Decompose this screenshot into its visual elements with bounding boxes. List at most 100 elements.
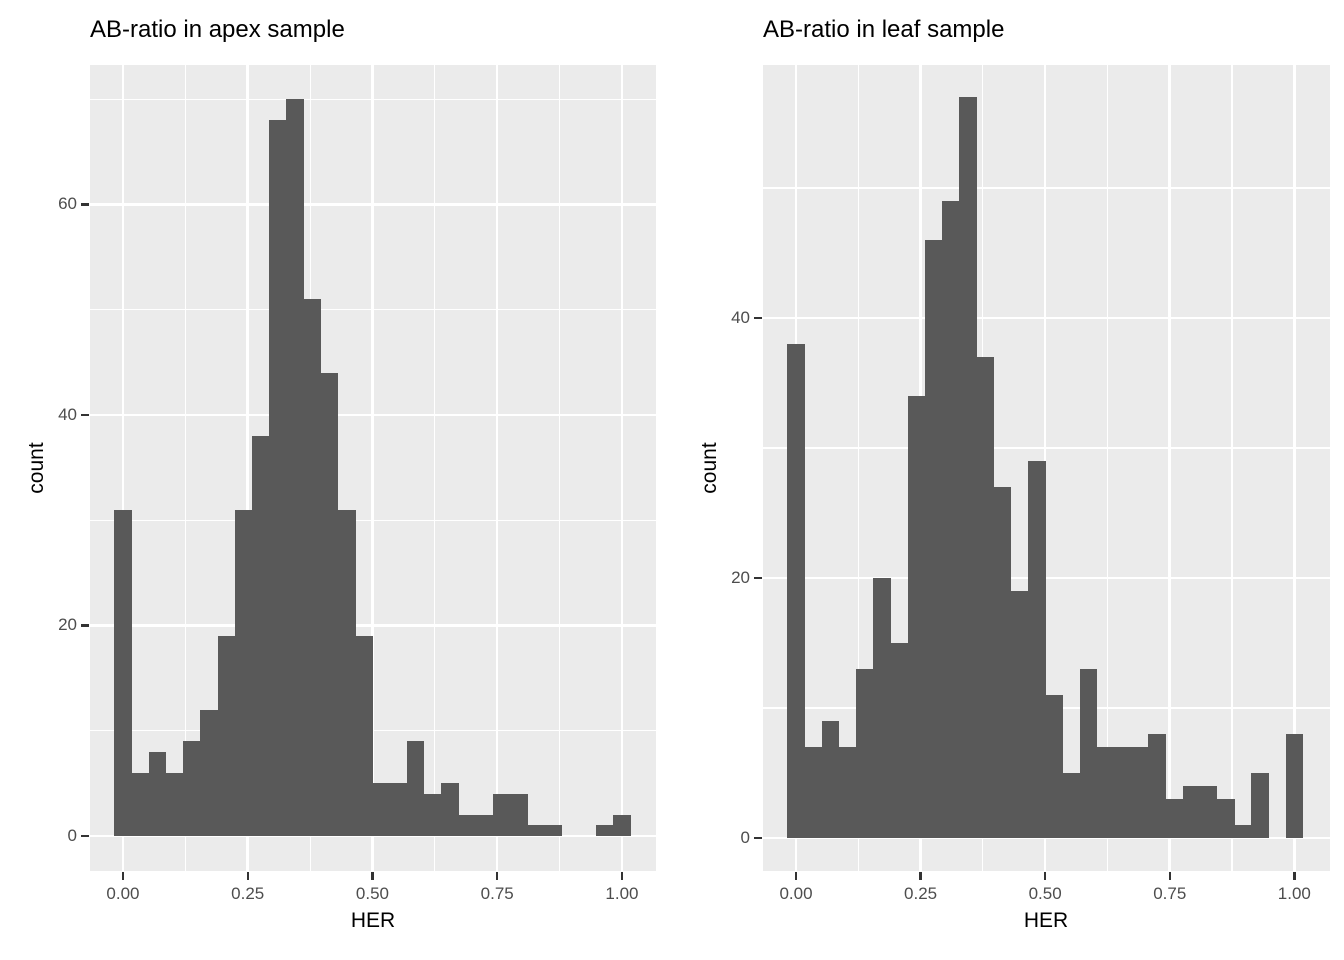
x-tick-label: 0.75 <box>480 884 514 903</box>
histogram-bar <box>217 635 236 836</box>
apex-plot-panel <box>90 65 656 871</box>
histogram-bar <box>1062 772 1080 838</box>
x-tick-mark <box>1043 872 1047 880</box>
y-tick-label: 0 <box>67 825 77 845</box>
x-tick-label: 0.25 <box>231 884 265 903</box>
histogram-bar <box>441 783 459 836</box>
histogram-bar <box>355 635 373 836</box>
x-tick-label: 0.75 <box>1153 884 1187 903</box>
y-tick-label: 20 <box>58 615 77 635</box>
apex-plot-title: AB-ratio in apex sample <box>90 16 345 43</box>
histogram-bar <box>1165 798 1184 838</box>
leaf-x-axis-title: HER <box>1023 909 1069 932</box>
histogram-bar <box>993 486 1012 838</box>
x-tick-label: 1.00 <box>605 884 639 903</box>
leaf-plot-title: AB-ratio in leaf sample <box>763 16 1005 43</box>
x-tick-label: 1.00 <box>1277 884 1311 903</box>
y-tick-label: 60 <box>58 194 77 214</box>
histogram-bar <box>1027 460 1046 838</box>
histogram-bar <box>114 509 132 836</box>
y-tick-mark <box>754 316 762 320</box>
histogram-bar <box>1251 772 1269 838</box>
histogram-bar <box>890 642 909 838</box>
x-tick-mark <box>1168 872 1171 880</box>
x-tick-mark <box>1293 872 1296 880</box>
histogram-bar <box>1113 746 1132 838</box>
histogram-bar <box>924 239 943 838</box>
x-tick-label: 0.00 <box>779 884 813 903</box>
histogram-bar <box>1234 824 1252 838</box>
x-tick-label: 0.50 <box>1028 884 1062 903</box>
histogram-bar <box>406 741 425 836</box>
x-minor-gridline <box>434 65 436 871</box>
y-tick-mark <box>81 203 89 206</box>
histogram-bar <box>787 343 805 838</box>
histogram-bar <box>269 120 287 836</box>
histogram-bar <box>458 814 477 836</box>
x-tick-label: 0.50 <box>355 884 390 903</box>
y-major-gridline <box>90 413 656 417</box>
apex-x-axis-title: HER <box>350 909 396 932</box>
y-major-gridline <box>90 834 656 838</box>
histogram-bar <box>338 509 356 836</box>
histogram-bar <box>1199 785 1218 838</box>
histogram-bar <box>527 825 545 836</box>
y-major-gridline <box>90 203 656 206</box>
x-minor-gridline <box>1231 65 1233 871</box>
x-major-gridline <box>246 65 249 871</box>
y-tick-label: 20 <box>731 567 750 587</box>
x-minor-gridline <box>184 65 186 871</box>
y-major-gridline <box>763 836 1330 840</box>
histogram-bar <box>475 814 494 836</box>
histogram-bar <box>372 783 391 836</box>
x-tick-mark <box>371 872 374 880</box>
x-minor-gridline <box>1106 65 1109 871</box>
histogram-bar <box>1285 733 1304 838</box>
x-tick-label: 0.00 <box>106 884 140 903</box>
histogram-bar <box>148 751 167 836</box>
x-tick-mark <box>121 872 125 880</box>
histogram-bar <box>856 668 874 838</box>
x-minor-gridline <box>558 65 561 871</box>
leaf-plot-panel <box>763 65 1330 871</box>
histogram-bar <box>1045 694 1063 838</box>
histogram-bar <box>234 509 253 836</box>
y-minor-gridline <box>763 187 1330 189</box>
histogram-bar <box>389 783 408 836</box>
x-tick-mark <box>794 872 798 880</box>
histogram-bar <box>804 746 823 838</box>
histogram-bar <box>1131 746 1149 838</box>
x-major-gridline <box>1293 65 1296 871</box>
y-tick-mark <box>81 624 89 627</box>
leaf-y-axis-title: count <box>698 442 721 494</box>
histogram-bar <box>165 772 184 836</box>
histogram-bar <box>200 709 218 836</box>
x-major-gridline <box>495 65 499 871</box>
x-tick-mark <box>620 872 624 880</box>
y-tick-label: 40 <box>58 404 77 424</box>
x-tick-mark <box>246 872 249 880</box>
histogram-bar <box>596 825 614 836</box>
histogram-bar <box>510 793 528 836</box>
x-tick-label: 0.25 <box>904 884 938 903</box>
histogram-bar <box>252 435 270 836</box>
histogram-bar <box>1182 785 1201 838</box>
y-major-gridline <box>763 316 1330 320</box>
apex-y-axis-title: count <box>25 442 48 494</box>
histogram-bar <box>424 793 442 836</box>
y-tick-label: 40 <box>731 307 750 327</box>
histogram-bar <box>544 825 563 836</box>
histogram-bar <box>320 372 339 836</box>
y-tick-label: 0 <box>740 827 750 847</box>
x-major-gridline <box>121 65 125 871</box>
y-major-gridline <box>763 576 1330 580</box>
y-tick-mark <box>754 576 762 580</box>
y-minor-gridline <box>763 447 1330 449</box>
histogram-bar <box>959 96 977 838</box>
histogram-bar <box>1148 733 1166 838</box>
histogram-bar <box>183 741 201 836</box>
histogram-bar <box>873 577 891 838</box>
x-tick-mark <box>496 872 499 880</box>
x-major-gridline <box>620 65 624 871</box>
x-tick-mark <box>919 872 922 880</box>
